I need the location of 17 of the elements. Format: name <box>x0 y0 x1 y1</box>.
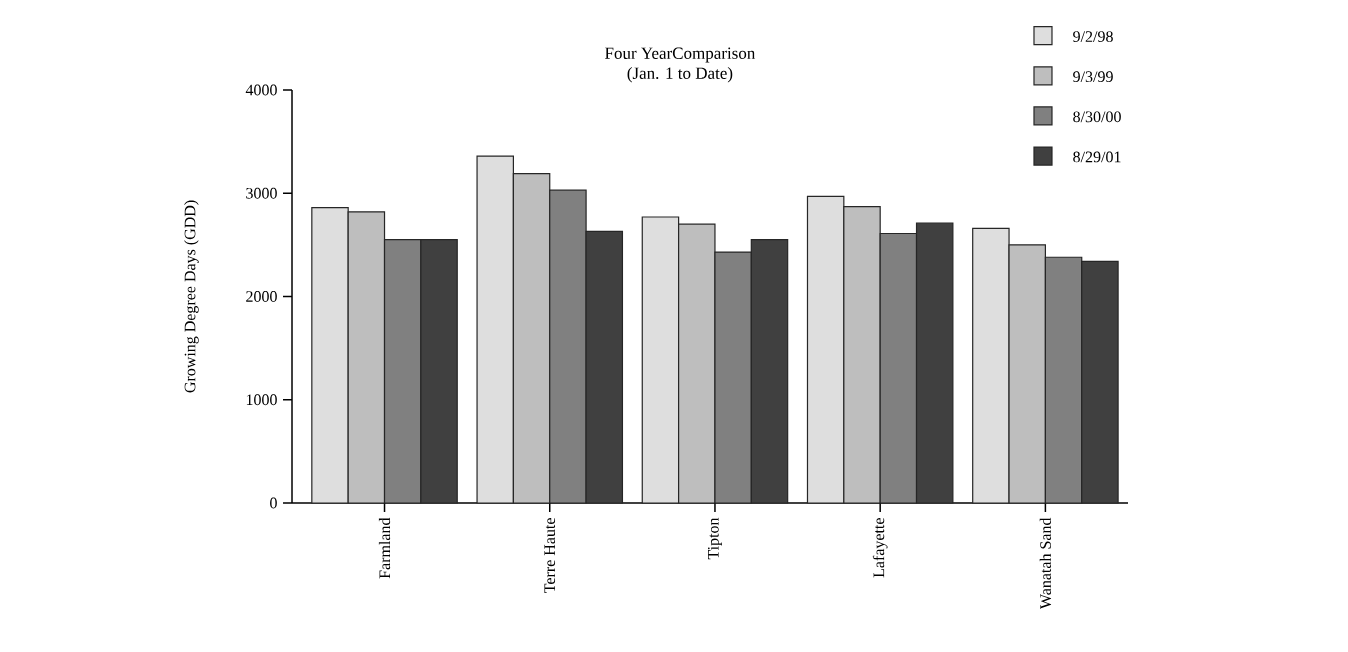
y-tick-label: 2000 <box>246 291 277 302</box>
y-tick-label: 3000 <box>246 187 277 199</box>
x-tick-label: Lafayette <box>872 518 888 578</box>
legend-label: 9/2/98 <box>1073 31 1113 42</box>
x-tick-label: Terre Haute <box>544 518 556 593</box>
y-axis-title: Growing Degree Days (GDD) <box>184 200 199 393</box>
chart-subtitle: (Jan. 1 to Date) <box>627 66 733 83</box>
y-tick-label: 4000 <box>245 84 277 96</box>
chart-title: Four YearComparison <box>605 47 756 63</box>
y-tick-label: 1000 <box>246 394 277 406</box>
legend-label: 8/30/00 <box>1073 111 1121 123</box>
x-tick-label: Farmland <box>378 517 391 579</box>
x-tick-label: Wanatah Sand <box>1039 517 1052 610</box>
y-tick-label: 0 <box>270 497 277 509</box>
legend-label: 8/29/01 <box>1073 151 1121 163</box>
legend-label: 9/3/99 <box>1073 71 1113 83</box>
x-tick-label: Tipton <box>707 517 722 560</box>
